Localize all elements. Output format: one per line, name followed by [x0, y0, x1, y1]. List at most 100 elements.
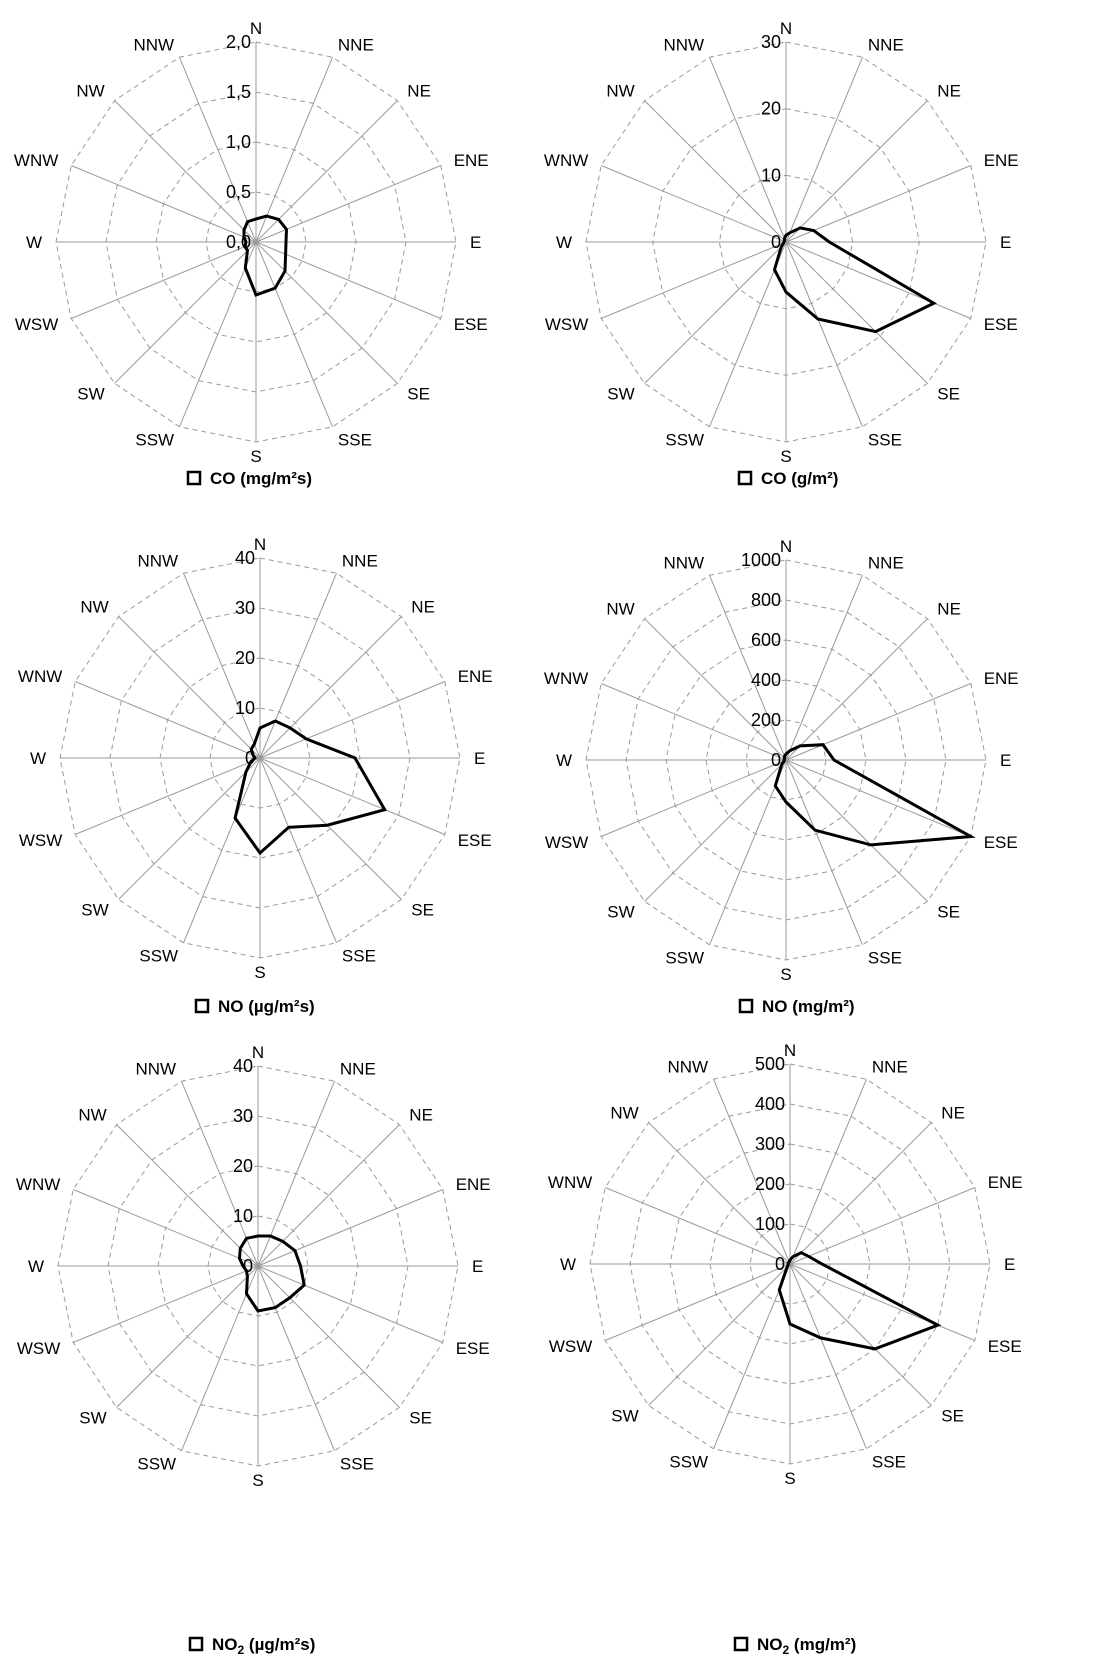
- spoke-nnw: [709, 575, 787, 761]
- spoke-ene: [257, 1189, 443, 1267]
- tick-label: 10: [761, 165, 781, 185]
- direction-label-nne: NNE: [872, 1057, 908, 1076]
- spoke-wsw: [601, 241, 787, 319]
- legend-label: CO (mg/m²s): [210, 469, 312, 488]
- direction-label-ne: NE: [937, 600, 961, 619]
- tick-label: 400: [755, 1094, 785, 1114]
- direction-label-s: S: [252, 1471, 263, 1490]
- tick-label: 1,0: [226, 132, 251, 152]
- direction-label-s: S: [784, 1469, 795, 1488]
- spoke-nnw: [183, 573, 261, 759]
- legend-label: NO2 (mg/m²): [757, 1635, 856, 1657]
- direction-label-e: E: [470, 233, 481, 252]
- direction-label-nne: NNE: [340, 1059, 376, 1078]
- tick-label: 0: [771, 750, 781, 770]
- spoke-nne: [259, 573, 337, 759]
- spoke-nnw: [709, 57, 787, 243]
- direction-label-nw: NW: [80, 598, 108, 617]
- series-outline: [772, 226, 937, 334]
- spoke-nw: [116, 1124, 259, 1267]
- spoke-sw: [644, 241, 787, 384]
- legend: NO (mg/m²): [738, 997, 855, 1016]
- legend-label: NO2 (µg/m²s): [212, 1635, 315, 1657]
- direction-label-n: N: [780, 537, 792, 556]
- direction-label-wnw: WNW: [14, 151, 58, 170]
- spoke-nw: [644, 618, 787, 761]
- series-outline: [777, 1251, 942, 1351]
- spoke-ssw: [179, 241, 257, 427]
- direction-label-s: S: [780, 965, 791, 984]
- direction-label-nw: NW: [610, 1104, 638, 1123]
- direction-label-se: SE: [407, 384, 430, 403]
- direction-label-ese: ESE: [984, 833, 1018, 852]
- direction-label-s: S: [780, 447, 791, 466]
- spoke-wnw: [601, 165, 787, 243]
- spoke-nne: [789, 1079, 867, 1265]
- legend-swatch: [186, 470, 202, 486]
- direction-label-ene: ENE: [988, 1173, 1023, 1192]
- tick-label: 20: [233, 1156, 253, 1176]
- radar-chart-4: N NNE NE ENE E ESE SE SSE S SSW SW WSW W WNW NW NNW 0 200…: [544, 537, 1019, 1016]
- direction-label-n: N: [252, 1043, 264, 1062]
- direction-label-ne: NE: [941, 1104, 965, 1123]
- direction-label-sw: SW: [607, 902, 634, 921]
- direction-label-sw: SW: [77, 384, 104, 403]
- radar-chart-6: N NNE NE ENE E ESE SE SSE S SSW SW WSW W WNW NW NNW 0 100…: [548, 1041, 1023, 1657]
- direction-label-ne: NE: [937, 82, 961, 101]
- radar-chart-3: N NNE NE ENE E ESE SE SSE S SSW SW WSW W WNW NW NNW 0 10 2…: [18, 535, 493, 1016]
- spoke-wnw: [605, 1187, 791, 1265]
- legend-label: NO (mg/m²): [762, 997, 855, 1016]
- legend: NO2 (mg/m²): [733, 1635, 856, 1657]
- direction-label-sse: SSE: [872, 1453, 906, 1472]
- tick-label: 20: [235, 648, 255, 668]
- spoke-nne: [257, 1081, 335, 1267]
- direction-label-ene: ENE: [456, 1175, 491, 1194]
- spoke-se: [257, 1265, 400, 1408]
- spoke-ene: [255, 165, 441, 243]
- direction-label-nnw: NNW: [667, 1057, 708, 1076]
- tick-label: 10: [235, 698, 255, 718]
- legend-label: CO (g/m²): [761, 469, 838, 488]
- spoke-ese: [785, 759, 971, 837]
- spoke-sse: [257, 1265, 335, 1451]
- spoke-nne: [785, 57, 863, 243]
- direction-label-nne: NNE: [868, 35, 904, 54]
- direction-label-nw: NW: [76, 82, 104, 101]
- tick-label: 20: [761, 99, 781, 119]
- direction-label-nnw: NNW: [663, 35, 704, 54]
- spoke-wsw: [601, 759, 787, 837]
- spoke-ssw: [709, 759, 787, 945]
- spoke-nw: [118, 616, 261, 759]
- tick-label: 0: [775, 1254, 785, 1274]
- direction-label-ese: ESE: [988, 1337, 1022, 1356]
- direction-label-nw: NW: [606, 82, 634, 101]
- direction-label-wnw: WNW: [544, 669, 588, 688]
- spoke-wnw: [73, 1189, 259, 1267]
- direction-label-wsw: WSW: [15, 315, 58, 334]
- tick-label: 800: [751, 590, 781, 610]
- series-outline: [237, 1234, 306, 1313]
- direction-label-wnw: WNW: [16, 1175, 60, 1194]
- direction-label-nne: NNE: [338, 35, 374, 54]
- tick-label: 500: [755, 1054, 785, 1074]
- legend-swatch: [194, 998, 210, 1014]
- spoke-nw: [114, 100, 257, 243]
- spoke-sse: [785, 759, 863, 945]
- direction-label-w: W: [30, 749, 46, 768]
- direction-label-wsw: WSW: [19, 831, 62, 850]
- direction-label-ese: ESE: [454, 315, 488, 334]
- spoke-sw: [648, 1263, 791, 1406]
- spoke-ne: [255, 100, 398, 243]
- direction-label-nw: NW: [78, 1106, 106, 1125]
- spoke-se: [789, 1263, 932, 1406]
- tick-label: 100: [755, 1214, 785, 1234]
- tick-label: 200: [755, 1174, 785, 1194]
- spoke-nnw: [181, 1081, 259, 1267]
- spoke-ene: [259, 681, 445, 759]
- tick-label: 200: [751, 710, 781, 730]
- direction-label-wsw: WSW: [549, 1337, 592, 1356]
- spoke-sw: [116, 1265, 259, 1408]
- tick-label: 0: [243, 1256, 253, 1276]
- spoke-sse: [255, 241, 333, 427]
